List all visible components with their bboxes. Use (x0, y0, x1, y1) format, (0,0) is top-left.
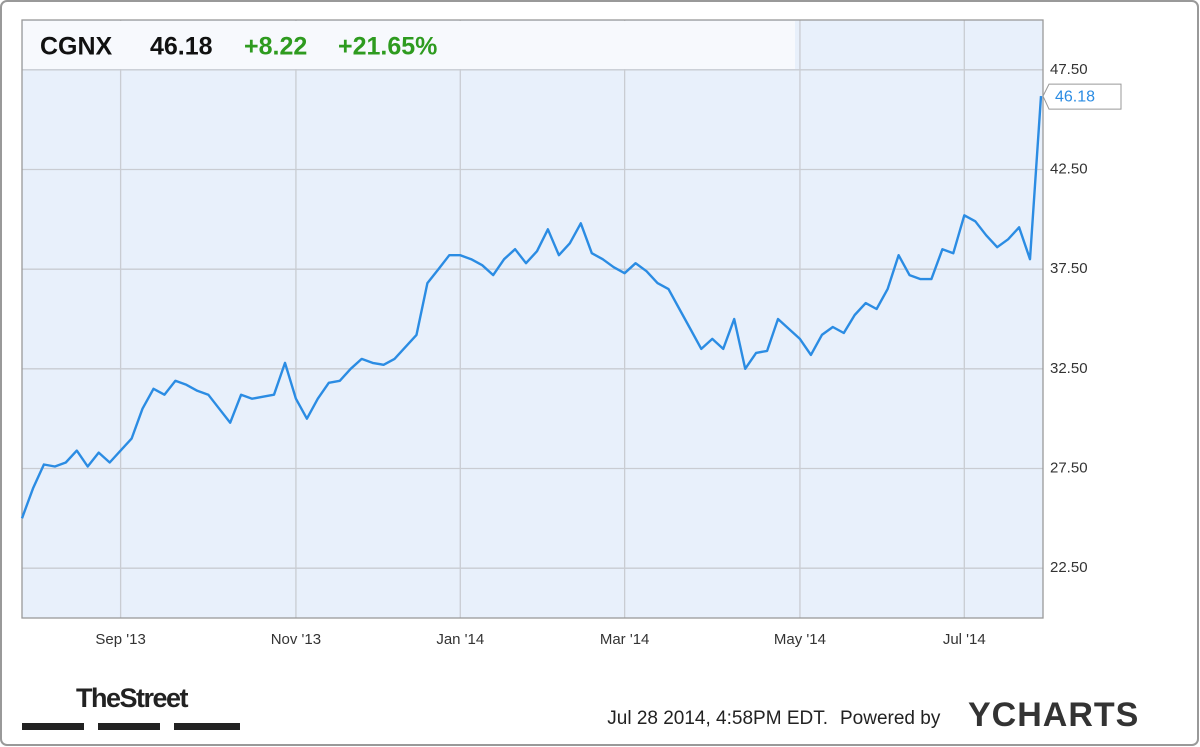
logo-bar (174, 723, 240, 730)
price: 46.18 (150, 33, 213, 61)
x-tick-label: Jul '14 (943, 631, 986, 648)
plot: 22.50 27.50 32.50 37.50 42.50 47.50 Sep '13 Nov… (20, 19, 1122, 648)
timestamp: Jul 28 2014, 4:58PM EDT. (607, 708, 828, 729)
y-tick-label: 47.50 (1050, 61, 1088, 78)
last-value-label: 46.18 (1055, 88, 1095, 105)
ticker: CGNX (40, 33, 113, 61)
footer: TheStreet Jul 28 2014, 4:58PM EDT. Power… (22, 683, 1139, 734)
price-line (20, 96, 1043, 519)
x-tick-label: Jan '14 (436, 631, 484, 648)
y-tick-label: 32.50 (1050, 360, 1088, 377)
plot-bg (22, 20, 1043, 618)
x-tick-label: May '14 (774, 631, 826, 648)
x-tick-label: Mar '14 (600, 631, 650, 648)
brand-logo: YCHARTS (968, 696, 1139, 734)
x-tick-label: Sep '13 (95, 631, 145, 648)
last-value-box (1042, 83, 1122, 110)
y-tick-label: 42.50 (1050, 160, 1088, 177)
y-tick-label: 27.50 (1050, 459, 1088, 476)
header: CGNX 46.18 +8.22 +21.65% (23, 21, 795, 69)
partner-logo: TheStreet (76, 683, 189, 713)
y-tick-label: 22.50 (1050, 559, 1088, 576)
change-pct: +21.65% (338, 33, 437, 61)
logo-bar (98, 723, 160, 730)
y-tick-label: 37.50 (1050, 260, 1088, 277)
logo-bar (22, 723, 84, 730)
header-bg (23, 21, 795, 69)
plot-border (21, 19, 1044, 619)
change: +8.22 (244, 33, 307, 61)
powered-by: Powered by (840, 708, 941, 729)
x-tick-label: Nov '13 (271, 631, 321, 648)
